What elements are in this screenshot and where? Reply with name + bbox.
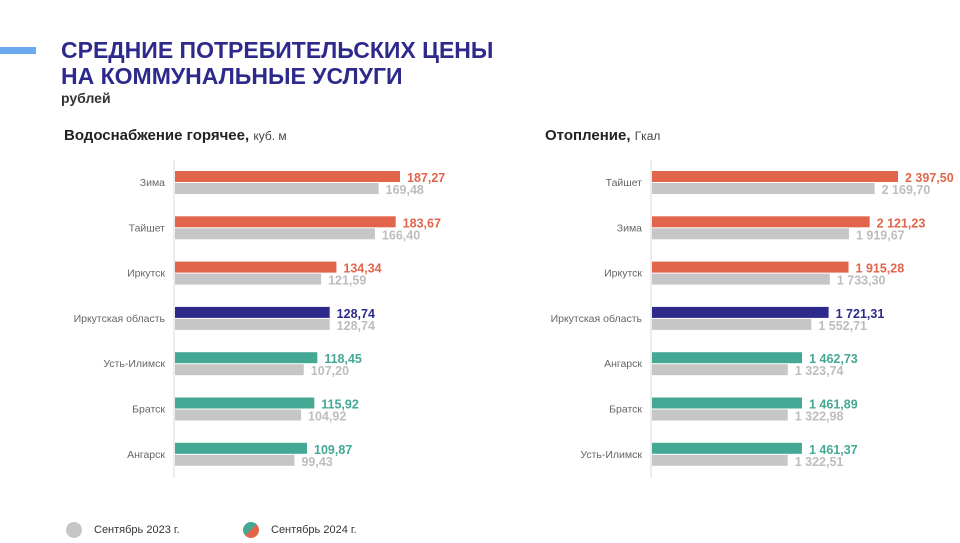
value-label-2024: 134,34 [343,262,381,276]
value-label-2024: 1 721,31 [836,307,885,321]
value-label-2024: 1 915,28 [856,262,905,276]
bar-2024 [652,352,803,364]
bar-2024 [175,442,308,454]
legend-item-2024: Сентябрь 2024 г. [243,522,357,538]
bar-2023 [652,454,788,466]
value-label-2024: 118,45 [324,352,362,366]
value-label-2023: 1 552,71 [818,319,867,333]
bar-2023 [652,228,849,240]
bar-2024 [175,171,400,182]
category-label: Иркутская область [551,313,643,325]
value-label-2023: 1 323,74 [795,364,844,378]
value-label-2024: 115,92 [321,398,359,412]
category-label: Усть-Илимск [580,449,642,461]
value-label-2024: 187,27 [407,171,445,185]
value-label-2023: 107,20 [311,364,349,378]
bar-2023 [652,409,788,421]
chart-title-water-unit: куб. м [253,129,287,143]
value-label-2024: 2 121,23 [877,216,926,230]
legend-item-2023: Сентябрь 2023 г. [66,522,180,538]
title-line-1: СРЕДНИЕ ПОТРЕБИТЕЛЬСКИХ ЦЕНЫ [61,37,494,63]
category-label: Братск [609,404,642,416]
bar-2023 [175,364,304,376]
category-label: Зима [617,222,642,234]
bar-2023 [175,228,375,240]
chart-title-water-text: Водоснабжение горячее, [64,127,250,144]
value-label-2023: 1 322,51 [795,455,844,469]
category-label: Иркутская область [74,313,166,325]
category-label: Тайшет [606,177,643,189]
chart-title-water: Водоснабжение горячее, куб. м [64,127,287,144]
category-label: Тайшет [129,222,166,234]
title-line-2: НА КОММУНАЛЬНЫЕ УСЛУГИ [61,63,403,89]
bar-2023 [175,183,379,194]
value-label-2023: 104,92 [308,410,346,424]
category-label: Иркутск [127,268,165,280]
bar-2023 [652,273,830,285]
category-label: Братск [132,404,165,416]
bar-2024 [652,397,802,409]
page-subtitle: рублей [61,90,111,106]
value-label-2023: 166,40 [382,228,420,242]
value-label-2023: 1 919,67 [856,228,905,242]
value-label-2024: 2 397,50 [905,171,954,185]
bar-2024 [175,397,315,409]
bar-2023 [652,318,812,330]
bar-2024 [652,442,802,454]
bar-2024 [175,261,337,273]
value-label-2024: 1 462,73 [809,352,858,366]
bar-2024 [652,216,870,228]
value-label-2023: 99,43 [301,455,332,469]
category-label: Зима [140,177,165,189]
value-label-2023: 169,48 [386,183,424,197]
bar-2024 [175,306,330,318]
value-label-2023: 2 169,70 [882,183,931,197]
chart-title-heating-text: Отопление, [545,127,631,144]
bar-2023 [175,409,302,421]
value-label-2024: 183,67 [403,216,441,230]
bar-2023 [652,364,788,376]
chart-title-heating: Отопление, Гкал [545,127,660,144]
legend-label-2024: Сентябрь 2024 г. [271,524,357,536]
bar-2024 [652,171,898,182]
bar-2023 [175,454,295,466]
value-label-2024: 128,74 [337,307,375,321]
bar-2024 [175,352,318,364]
bar-2024 [175,216,396,228]
bar-2023 [175,273,322,285]
value-label-2023: 128,74 [337,319,375,333]
chart-1: Тайшет 2 397,502 169,70 Зима 2 121,231 919,… [551,160,954,478]
chart-title-heating-unit: Гкал [634,129,661,143]
value-label-2023: 1 322,98 [795,410,844,424]
category-label: Ангарск [127,449,165,461]
value-label-2023: 121,59 [328,274,366,288]
bar-2023 [652,183,875,194]
category-label: Ангарск [604,358,642,370]
page-title: СРЕДНИЕ ПОТРЕБИТЕЛЬСКИХ ЦЕНЫ НА КОММУНАЛ… [61,37,493,89]
bar-2024 [652,261,849,273]
value-label-2024: 1 461,89 [809,398,858,412]
value-label-2024: 109,87 [314,443,352,457]
legend-label-2023: Сентябрь 2023 г. [94,524,180,536]
value-label-2023: 1 733,30 [837,274,886,288]
bar-2023 [175,318,330,330]
bar-2024 [652,306,829,318]
legend-split-dot-icon [243,522,259,538]
category-label: Усть-Илимск [103,358,165,370]
accent-bar [0,47,36,54]
value-label-2024: 1 461,37 [809,443,858,457]
category-label: Иркутск [604,268,642,280]
legend-gray-dot-icon [66,522,82,538]
